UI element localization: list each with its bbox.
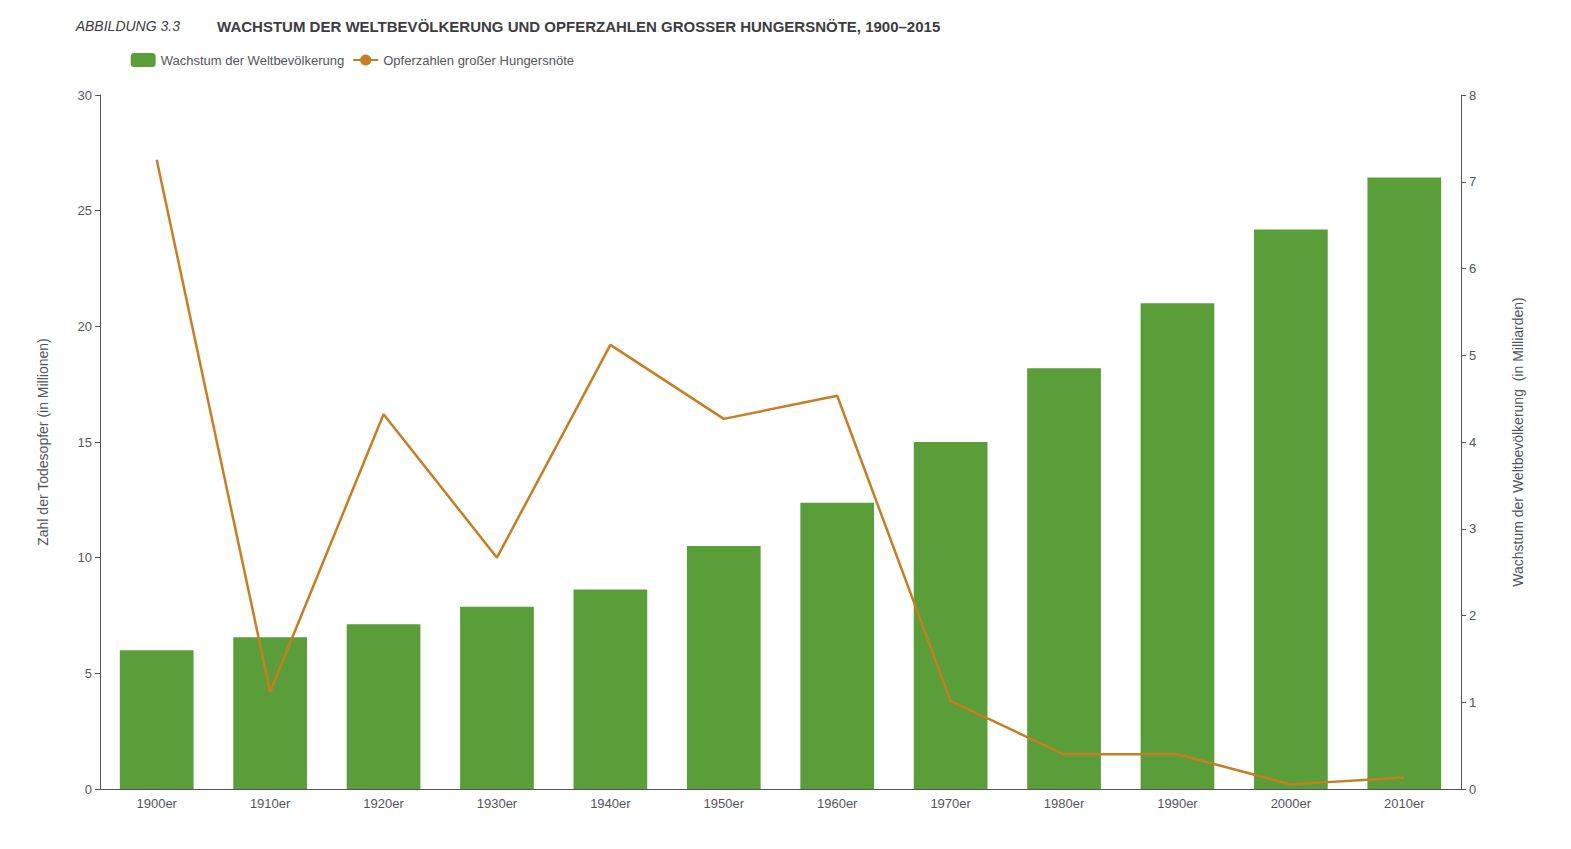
svg-text:5: 5	[85, 666, 92, 681]
svg-text:1940er: 1940er	[590, 796, 631, 811]
svg-text:4: 4	[1469, 435, 1476, 450]
svg-text:1920er: 1920er	[363, 796, 404, 811]
svg-text:0: 0	[85, 782, 92, 797]
svg-text:30: 30	[78, 88, 92, 103]
svg-text:15: 15	[78, 435, 92, 450]
svg-text:Wachstum der Weltbevölkerung: Wachstum der Weltbevölkerung (in Milliar…	[1510, 297, 1526, 586]
svg-text:1900er: 1900er	[136, 796, 177, 811]
svg-text:Opferzahlen großer Hungersnöte: Opferzahlen großer Hungersnöte	[383, 53, 574, 68]
svg-text:WACHSTUM DER WELTBEVÖLKERUNG U: WACHSTUM DER WELTBEVÖLKERUNG UND OPFERZA…	[217, 18, 940, 35]
svg-text:5: 5	[1469, 348, 1476, 363]
svg-text:Wachstum der Weltbevölkerung: Wachstum der Weltbevölkerung	[161, 53, 345, 68]
svg-text:1980er: 1980er	[1044, 796, 1085, 811]
svg-text:1910er: 1910er	[250, 796, 291, 811]
svg-text:1950er: 1950er	[704, 796, 745, 811]
svg-text:25: 25	[78, 203, 92, 218]
svg-text:2010er: 2010er	[1384, 796, 1425, 811]
svg-text:1960er: 1960er	[817, 796, 858, 811]
svg-text:ABBILDUNG 3.3: ABBILDUNG 3.3	[75, 18, 180, 34]
svg-text:Zahl der Todesopfer (in Millio: Zahl der Todesopfer (in Millionen)	[35, 338, 51, 546]
svg-text:1990er: 1990er	[1157, 796, 1198, 811]
svg-text:2: 2	[1469, 608, 1476, 623]
svg-text:8: 8	[1469, 88, 1476, 103]
svg-text:1970er: 1970er	[930, 796, 971, 811]
svg-text:6: 6	[1469, 261, 1476, 276]
svg-text:3: 3	[1469, 521, 1476, 536]
svg-text:7: 7	[1469, 174, 1476, 189]
svg-text:2000er: 2000er	[1271, 796, 1312, 811]
svg-text:20: 20	[78, 319, 92, 334]
svg-text:0: 0	[1469, 782, 1476, 797]
svg-text:1: 1	[1469, 695, 1476, 710]
svg-text:10: 10	[78, 550, 92, 565]
svg-text:1930er: 1930er	[477, 796, 518, 811]
